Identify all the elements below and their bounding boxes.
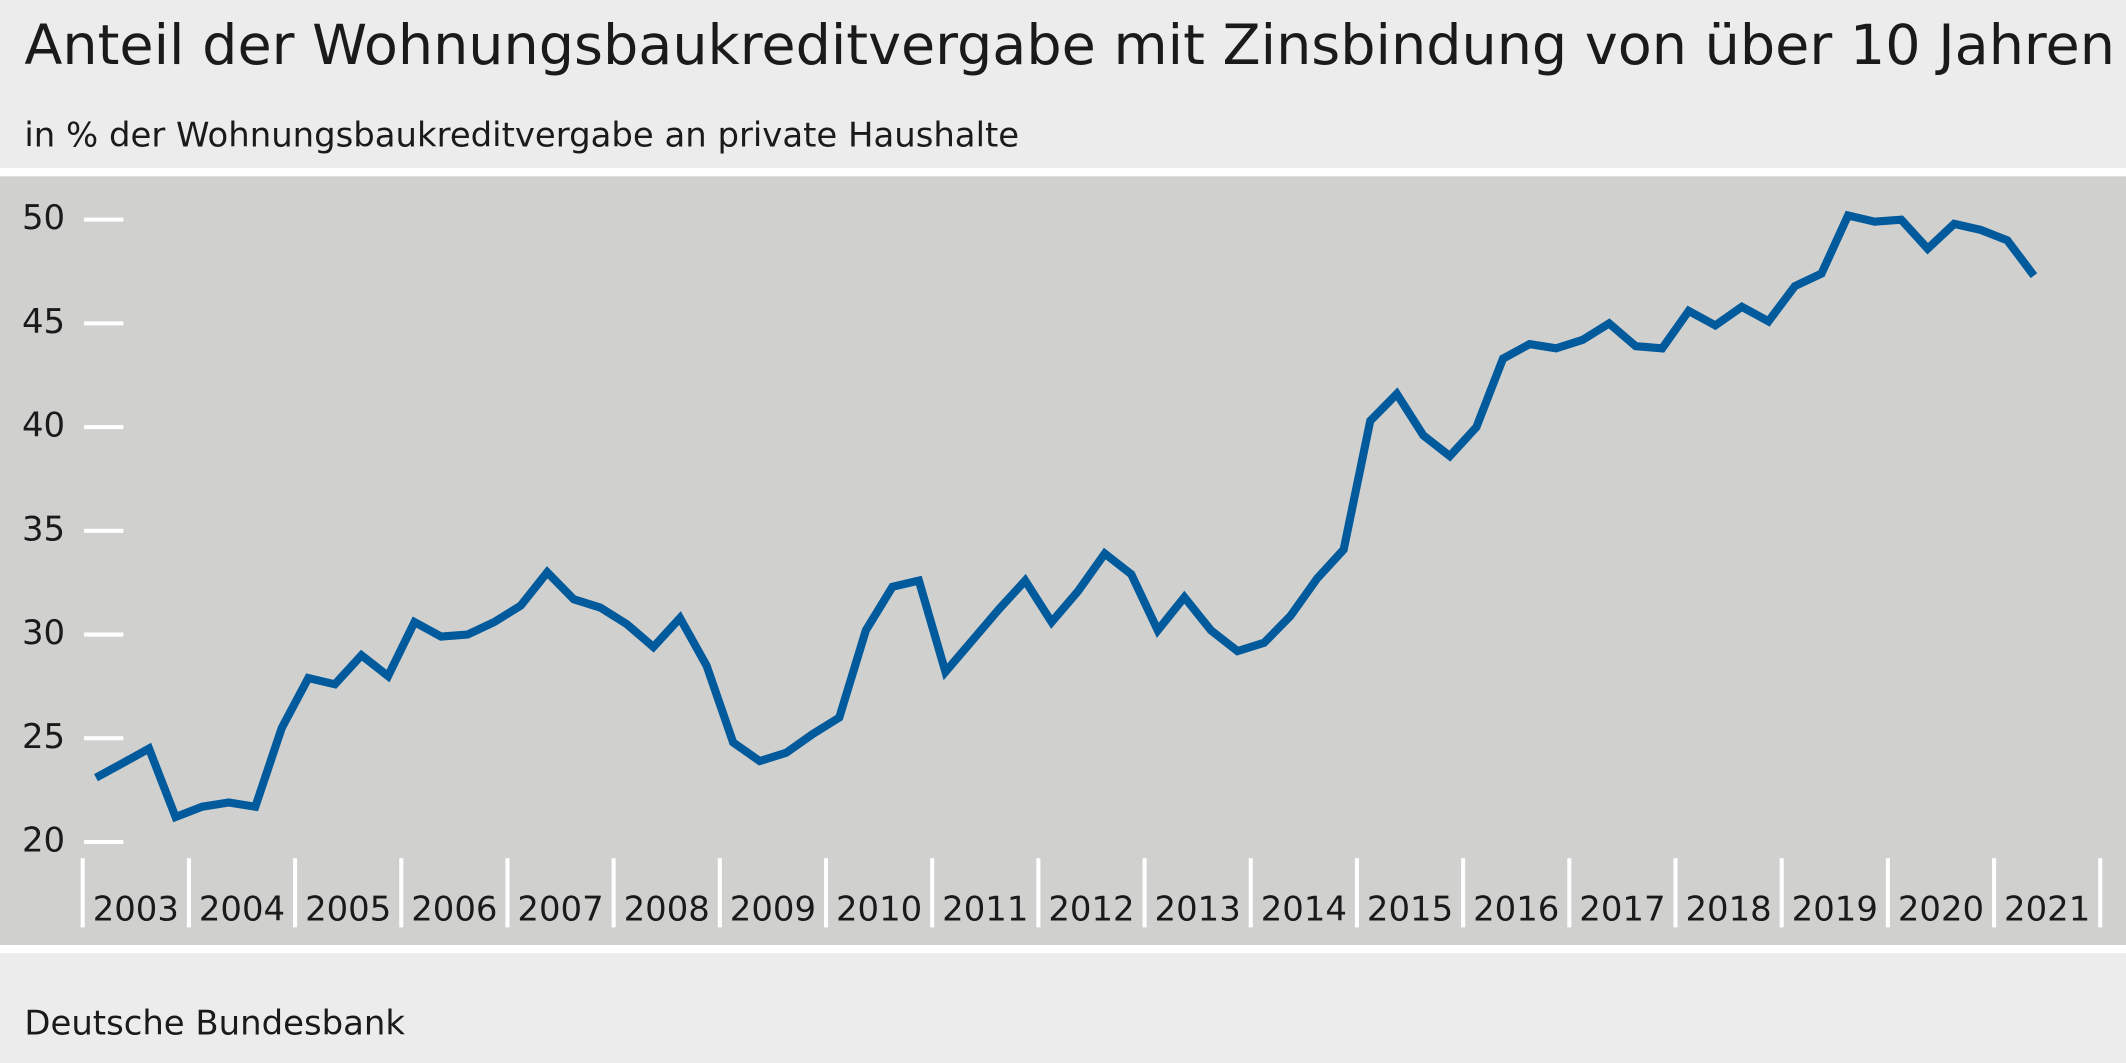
x-tick-label: 2005 bbox=[305, 890, 391, 929]
separator bbox=[0, 945, 2126, 954]
separator bbox=[0, 168, 2126, 177]
x-tick-label: 2010 bbox=[836, 890, 922, 929]
y-tick-label: 35 bbox=[22, 509, 65, 548]
x-tick-label: 2020 bbox=[1898, 890, 1984, 929]
x-tick-label: 2013 bbox=[1155, 890, 1241, 929]
y-tick-label: 30 bbox=[22, 613, 65, 652]
x-tick-label: 2017 bbox=[1579, 890, 1665, 929]
y-tick-label: 50 bbox=[22, 198, 65, 237]
x-tick-label: 2015 bbox=[1367, 890, 1453, 929]
chart-subtitle: in % der Wohnungsbaukreditvergabe an pri… bbox=[24, 115, 1019, 154]
y-tick-label: 40 bbox=[22, 406, 65, 445]
x-tick-label: 2004 bbox=[199, 890, 285, 929]
x-tick-label: 2019 bbox=[1792, 890, 1878, 929]
x-tick-label: 2007 bbox=[517, 890, 603, 929]
x-tick-label: 2018 bbox=[1685, 890, 1771, 929]
x-tick-label: 2009 bbox=[730, 890, 816, 929]
x-tick-label: 2011 bbox=[942, 890, 1028, 929]
x-tick-label: 2006 bbox=[411, 890, 497, 929]
x-tick-label: 2016 bbox=[1473, 890, 1559, 929]
source: Deutsche Bundesbank bbox=[24, 1004, 405, 1043]
y-tick-label: 25 bbox=[22, 717, 65, 756]
data-line bbox=[94, 210, 2038, 823]
y-tick-label: 20 bbox=[22, 820, 65, 859]
x-tick-label: 2014 bbox=[1261, 890, 1347, 929]
x-tick-label: 2008 bbox=[624, 890, 710, 929]
x-tick-label: 2012 bbox=[1048, 890, 1134, 929]
chart-title: Anteil der Wohnungsbaukreditvergabe mit … bbox=[24, 13, 2115, 78]
x-tick-label: 2021 bbox=[2004, 890, 2090, 929]
y-tick-label: 45 bbox=[22, 302, 65, 341]
x-tick-label: 2003 bbox=[93, 890, 179, 929]
plot-area bbox=[0, 176, 2126, 946]
